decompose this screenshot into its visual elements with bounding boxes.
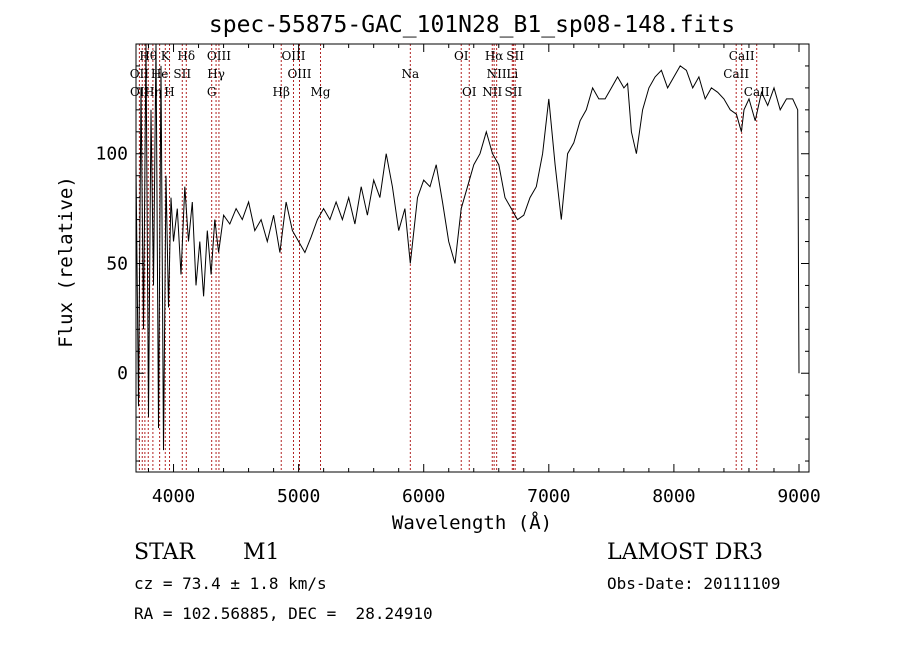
spectrum-line — [135, 43, 800, 451]
x-axis-ticks: 4000 5000 6000 7000 8000 9000 — [148, 44, 821, 507]
y-tick-label: 100 — [95, 144, 128, 165]
line-label: He — [151, 67, 169, 81]
line-label: OIII — [207, 49, 231, 63]
line-label: SII — [505, 85, 523, 99]
plot-frame — [135, 43, 810, 473]
obs-date: Obs-Date: 20111109 — [607, 574, 781, 593]
emission-line-markers — [138, 44, 758, 472]
line-label: OI — [454, 49, 469, 63]
chart-title: spec-55875-GAC_101N28_B1_sp08-148.fits — [209, 12, 735, 38]
x-tick-label: 7000 — [527, 486, 570, 507]
line-label: CaII — [723, 67, 749, 81]
x-tick-label: 9000 — [777, 486, 820, 507]
ra-dec: RA = 102.56885, DEC = 28.24910 — [134, 604, 433, 623]
y-tick-label: 50 — [106, 253, 128, 274]
cz-value: cz = 73.4 ± 1.8 km/s — [134, 574, 327, 593]
line-label: CaII — [729, 49, 755, 63]
line-label: OI — [462, 85, 477, 99]
x-axis-label: Wavelength (Å) — [392, 511, 552, 534]
line-label: NII — [482, 85, 502, 99]
y-tick-label: 0 — [117, 363, 128, 384]
x-tick-label: 8000 — [652, 486, 695, 507]
line-label: Hδ — [177, 49, 195, 63]
line-label: Hα — [485, 49, 504, 63]
line-label: OIII — [281, 49, 305, 63]
object-type: STAR — [134, 540, 195, 565]
subclass: M1 — [243, 540, 280, 565]
line-label: OIII — [287, 67, 311, 81]
x-tick-label: 6000 — [402, 486, 445, 507]
x-tick-label: 4000 — [152, 486, 195, 507]
line-label: OII — [130, 67, 150, 81]
line-label: SII — [506, 49, 524, 63]
line-label: Na — [402, 67, 420, 81]
x-tick-label: 5000 — [277, 486, 320, 507]
line-label: OII — [130, 85, 150, 99]
line-label: Mg — [311, 85, 331, 99]
survey-name: LAMOST DR3 — [607, 540, 763, 565]
line-label: NII — [487, 67, 507, 81]
line-label: H — [164, 85, 174, 99]
line-label: Hη — [144, 85, 162, 99]
line-label: K — [161, 49, 171, 63]
spectrum-chart: spec-55875-GAC_101N28_B1_sp08-148.fits H… — [55, 12, 821, 534]
line-label: Hγ — [207, 67, 225, 81]
line-label: SII — [173, 67, 191, 81]
y-axis-label: Flux (relative) — [55, 176, 77, 348]
line-label: G — [207, 85, 217, 99]
line-label: Li — [506, 67, 518, 81]
line-label: CaII — [744, 85, 770, 99]
line-label: Hθ — [139, 49, 157, 63]
y-axis-ticks: 0 50 100 — [95, 65, 809, 462]
line-label: Hβ — [273, 85, 290, 99]
